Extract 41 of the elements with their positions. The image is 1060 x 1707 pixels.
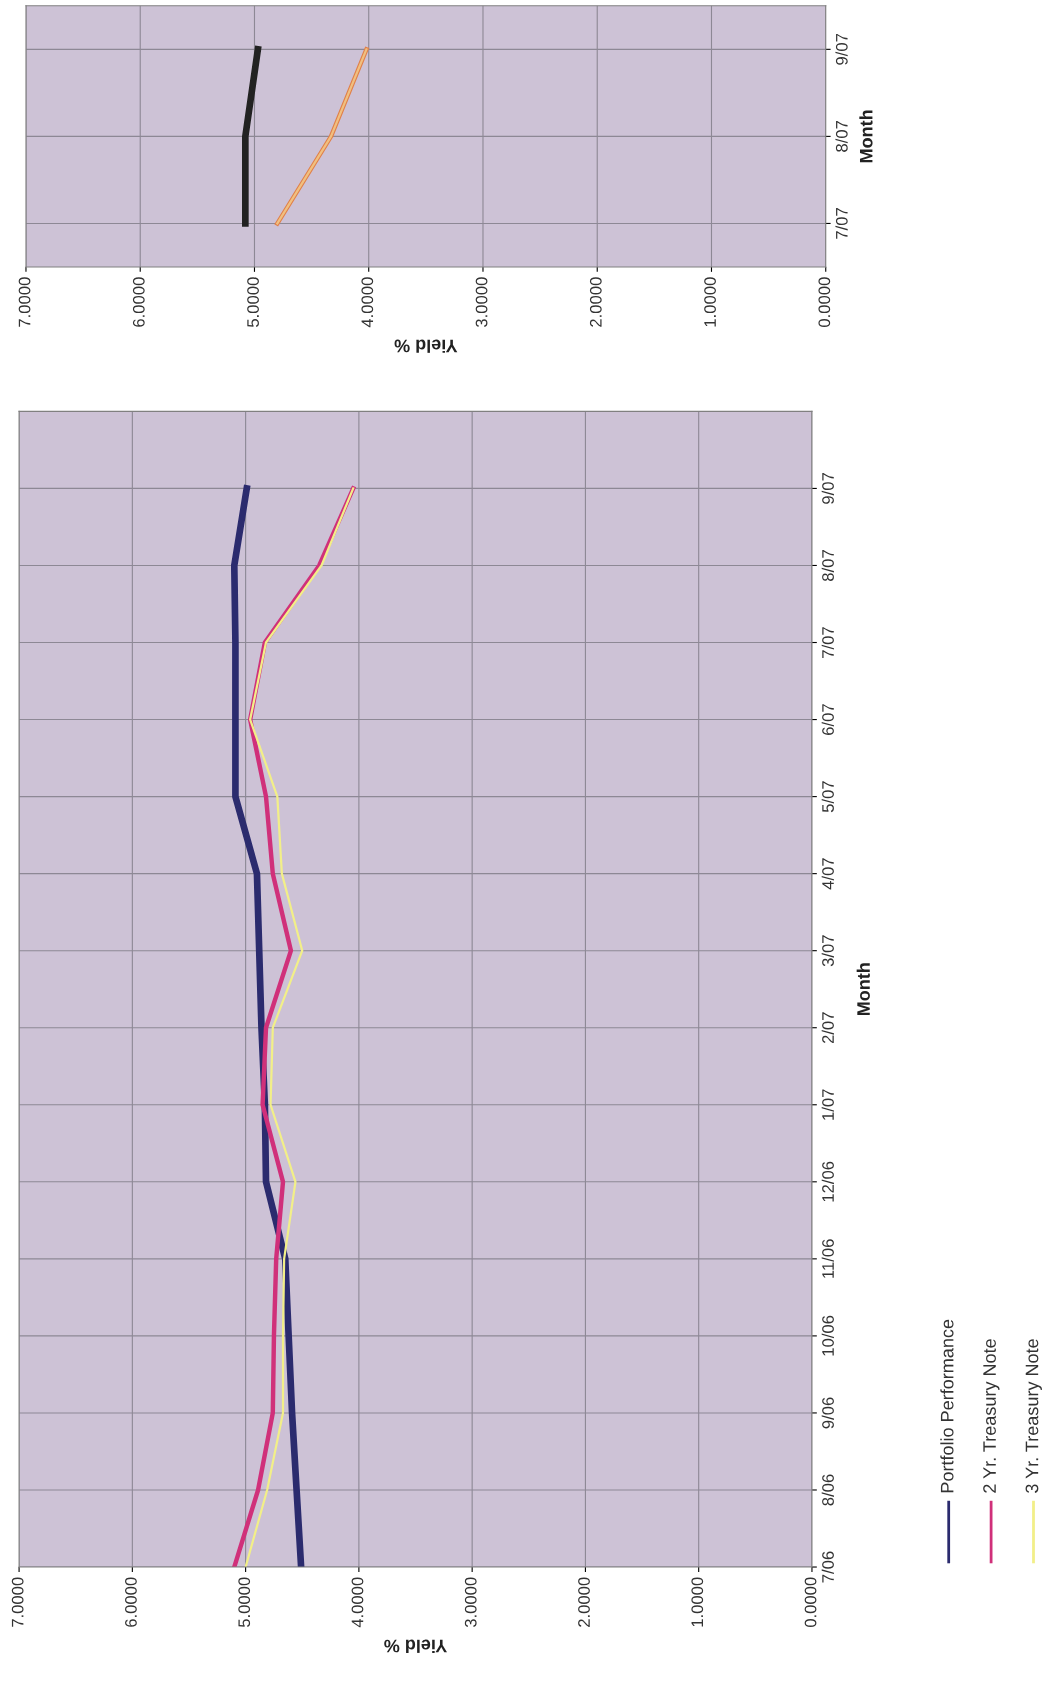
text: 2 Yr. Treasury Note <box>983 1339 1000 1493</box>
y-tick-label: 5/07 <box>821 781 834 813</box>
y-tick-label: 1/07 <box>821 1089 834 1120</box>
x-tick-label: 4.0000 <box>351 1577 364 1628</box>
x-axis-title: Yield % <box>394 339 458 353</box>
y-axis-title: Month <box>856 963 870 1016</box>
x-tick-label: 1.0000 <box>691 1577 704 1627</box>
x-tick-label: 5.0000 <box>247 277 259 327</box>
x-tick-label: 0.0000 <box>804 1577 817 1628</box>
x-tick-label: 7.0000 <box>18 277 31 327</box>
y-tick-label: 3/07 <box>821 935 834 967</box>
x-tick-label: 2.0000 <box>578 1577 590 1627</box>
x-tick-label: 6.0000 <box>132 277 145 327</box>
y-tick-label: 7/06 <box>821 1551 834 1583</box>
y-tick-label: 9/06 <box>821 1397 834 1429</box>
x-tick-label: 2.0000 <box>589 277 602 327</box>
x-tick-label: 1.0000 <box>704 277 716 327</box>
y-tick-label: 10/06 <box>821 1315 834 1356</box>
x-tick-label: 3.0000 <box>464 1577 477 1628</box>
y-tick-label: 9/07 <box>821 473 834 504</box>
y-tick-label: 12/06 <box>821 1161 834 1202</box>
x-axis-title: Yield % <box>384 1639 447 1653</box>
y-axis-title: Month <box>859 110 873 163</box>
y-tick-label: 4/07 <box>821 858 834 890</box>
text: 3 Yr. Treasury Note <box>1025 1339 1042 1493</box>
text: Portfolio Performance <box>940 1319 954 1493</box>
y-tick-label: 8/06 <box>821 1474 834 1506</box>
y-tick-label: 9/07 <box>835 33 848 65</box>
x-tick-label: 4.0000 <box>361 277 374 328</box>
x-tick-label: 7.0000 <box>11 1577 24 1627</box>
y-tick-label: 7/07 <box>835 208 848 239</box>
x-tick-label: 0.0000 <box>818 277 831 328</box>
y-tick-label: 8/07 <box>835 121 848 152</box>
x-tick-label: 6.0000 <box>125 1577 137 1627</box>
y-tick-label: 7/07 <box>821 627 834 658</box>
y-tick-label: 2/07 <box>821 1012 834 1044</box>
x-tick-label: 3.0000 <box>475 277 488 328</box>
y-tick-label: 6/07 <box>821 704 834 735</box>
y-tick-label: 8/07 <box>821 550 834 581</box>
x-tick-label: 5.0000 <box>238 1577 251 1628</box>
y-tick-label: 11/06 <box>821 1239 834 1278</box>
